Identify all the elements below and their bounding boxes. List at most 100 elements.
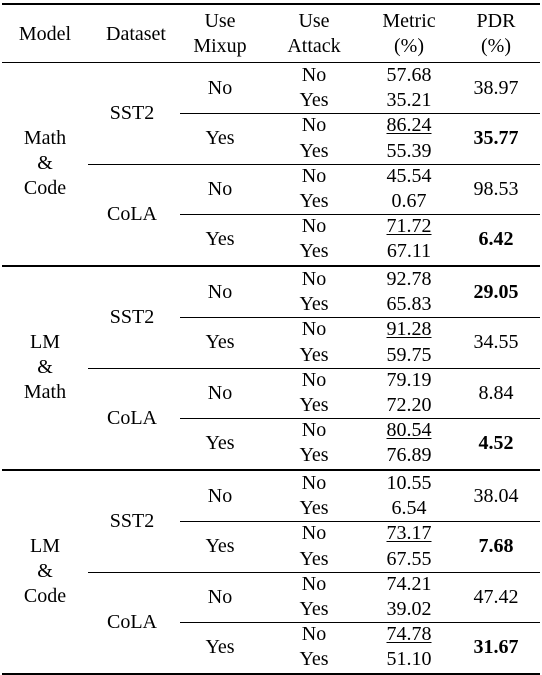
metric-cell: 76.89 (386, 444, 432, 467)
metric-cell: 74.78 (386, 623, 432, 646)
group-rule (2, 264, 540, 267)
attack-cell: No (301, 164, 327, 187)
attack-cell: No (301, 215, 327, 238)
model-cell: Math (23, 127, 67, 150)
attack-cell: No (301, 114, 327, 137)
model-cell: Code (23, 585, 67, 608)
mixup-cell: No (207, 280, 233, 303)
mixup-cell: Yes (205, 635, 235, 658)
header-pdr-line2: (%) (481, 35, 511, 57)
metric-cell: 91.28 (386, 318, 432, 341)
model-cell: Math (23, 381, 67, 404)
metric-cell: 80.54 (386, 419, 432, 442)
dataset-cell: CoLA (107, 406, 157, 429)
model-cell: LM (30, 331, 60, 354)
mixup-cell: No (207, 381, 233, 404)
mixup-cell: No (207, 585, 233, 608)
mixup-cell: Yes (205, 431, 235, 454)
pdr-cell: 6.42 (478, 227, 514, 250)
pdr-cell: 29.05 (473, 280, 519, 303)
attack-cell: Yes (299, 444, 329, 467)
metric-cell: 67.55 (386, 547, 432, 570)
attack-cell: No (301, 368, 327, 391)
attack-cell: Yes (299, 547, 329, 570)
mixup-cell: Yes (205, 535, 235, 558)
metric-cell: 45.54 (386, 164, 432, 187)
metric-cell: 92.78 (386, 268, 432, 290)
block-rule (180, 317, 540, 319)
metric-cell: 55.39 (386, 139, 432, 162)
block-rule (180, 113, 540, 115)
model-cell: & (37, 560, 53, 583)
group-rule (2, 468, 540, 471)
metric-cell: 67.11 (386, 240, 432, 263)
model-cell: LM (30, 535, 60, 558)
mixup-cell: Yes (205, 331, 235, 354)
mixup-cell: No (207, 76, 233, 99)
mixup-cell: Yes (205, 227, 235, 250)
metric-cell: 39.02 (386, 598, 432, 620)
attack-cell: No (301, 572, 327, 595)
attack-cell: Yes (299, 598, 329, 620)
pdr-cell: 35.77 (473, 127, 519, 150)
mixup-cell: Yes (205, 127, 235, 150)
metric-cell: 79.19 (386, 368, 432, 391)
pdr-cell: 7.68 (478, 535, 514, 558)
attack-cell: Yes (299, 190, 329, 212)
pdr-cell: 31.67 (473, 635, 519, 658)
top-rule (2, 3, 540, 5)
metric-cell: 35.21 (386, 89, 432, 112)
header-metric-line1: Metric (382, 10, 436, 32)
pdr-cell: 98.53 (473, 177, 519, 200)
dataset-cell: SST2 (109, 101, 155, 124)
dataset-cell: SST2 (109, 509, 155, 532)
mixup-cell: No (207, 484, 233, 507)
header-dataset: Dataset (106, 23, 166, 45)
pdr-cell: 34.55 (473, 331, 519, 354)
attack-cell: Yes (299, 89, 329, 112)
header-metric-line2: (%) (394, 35, 424, 57)
block-rule (180, 521, 540, 523)
header-attack-line1: Use (298, 10, 330, 32)
dataset-cell: CoLA (107, 610, 157, 633)
dataset-rule (88, 571, 540, 573)
metric-cell: 57.68 (386, 64, 432, 86)
attack-cell: No (301, 419, 327, 442)
header-mixup-line1: Use (204, 10, 236, 32)
attack-cell: No (301, 268, 327, 290)
block-rule (180, 418, 540, 420)
metric-cell: 71.72 (386, 215, 432, 238)
attack-cell: No (301, 522, 327, 545)
dataset-cell: CoLA (107, 202, 157, 225)
metric-cell: 0.67 (391, 190, 427, 212)
attack-cell: Yes (299, 293, 329, 316)
dataset-rule (88, 163, 540, 165)
header-pdr-line1: PDR (476, 10, 516, 32)
metric-cell: 72.20 (386, 394, 432, 416)
header-mixup-line2: Mixup (193, 35, 247, 57)
mixup-cell: No (207, 177, 233, 200)
attack-cell: Yes (299, 497, 329, 520)
attack-cell: No (301, 64, 327, 86)
attack-cell: Yes (299, 139, 329, 162)
model-cell: Code (23, 177, 67, 200)
attack-cell: Yes (299, 648, 329, 671)
attack-cell: Yes (299, 343, 329, 366)
dataset-cell: SST2 (109, 305, 155, 328)
pdr-cell: 38.97 (473, 76, 519, 99)
metric-cell: 65.83 (386, 293, 432, 316)
attack-cell: No (301, 472, 327, 494)
dataset-rule (88, 367, 540, 369)
header-rule (2, 62, 540, 63)
metric-cell: 73.17 (386, 522, 432, 545)
attack-cell: Yes (299, 240, 329, 263)
attack-cell: No (301, 318, 327, 341)
block-rule (180, 622, 540, 624)
pdr-cell: 8.84 (478, 381, 514, 404)
metric-cell: 51.10 (386, 648, 432, 671)
header-model: Model (18, 23, 72, 45)
pdr-cell: 4.52 (478, 431, 514, 454)
metric-cell: 86.24 (386, 114, 432, 137)
header-attack-line2: Attack (287, 35, 341, 57)
